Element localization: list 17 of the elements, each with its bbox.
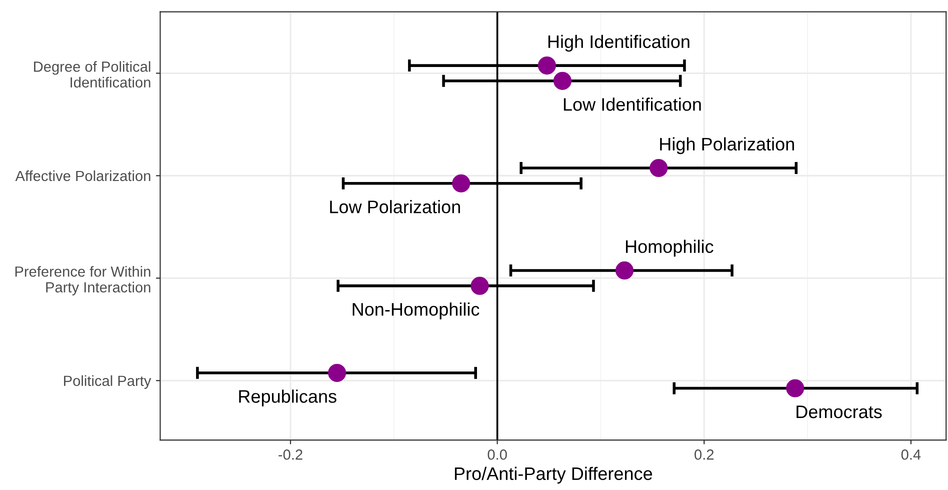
data-label: Low Identification xyxy=(564,98,701,111)
data-label: Non-Homophilic xyxy=(352,302,480,320)
data-label: Low Polarization xyxy=(330,200,460,214)
data-label: Democrats xyxy=(796,406,882,418)
y-tick-label: Preference for Within Party Interaction xyxy=(15,266,150,296)
x-axis-title: Pro/Anti-Party Difference xyxy=(454,466,652,484)
y-tick-label: Degree of Political Identification xyxy=(34,61,150,88)
data-label: Republicans xyxy=(239,390,336,406)
data-label: Homophilic xyxy=(626,240,714,257)
x-tick-label: -0.2 xyxy=(278,449,302,460)
data-label: High Polarization xyxy=(660,137,794,154)
x-tick-label: 0.4 xyxy=(901,449,921,460)
x-tick-label: 0.2 xyxy=(694,449,714,460)
x-tick-label: 0.0 xyxy=(488,449,507,460)
data-label: High Identification xyxy=(548,34,690,52)
y-tick-label: Affective Polarization xyxy=(15,170,150,182)
y-tick-label: Political Party xyxy=(64,375,152,389)
